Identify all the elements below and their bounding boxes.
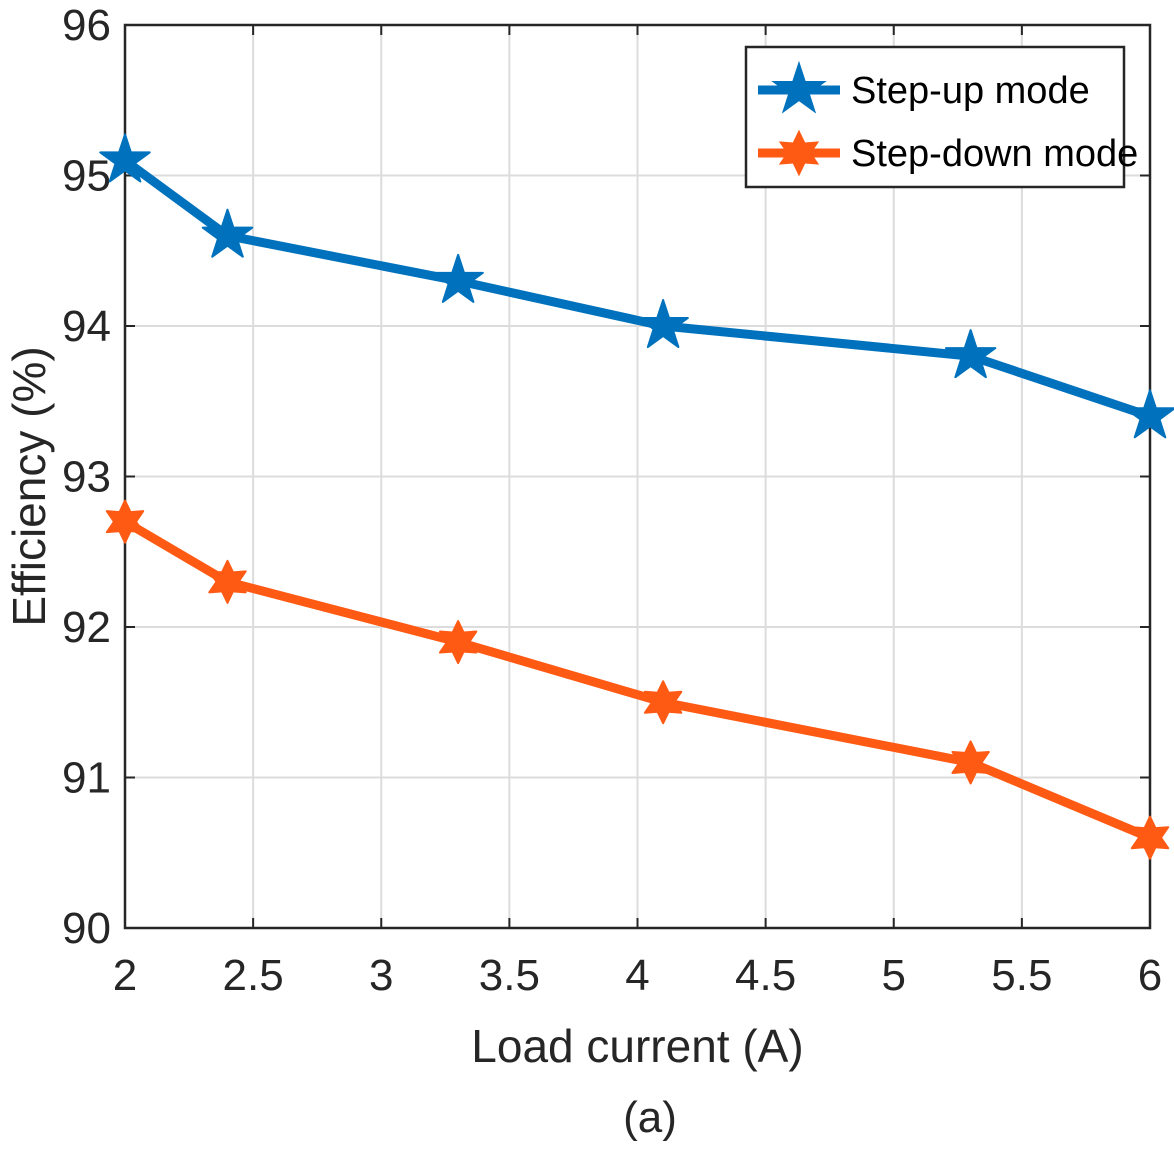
x-tick-label: 4 (625, 951, 649, 1000)
y-tick-label: 90 (62, 904, 111, 953)
data-point (1124, 389, 1174, 439)
x-tick-label: 3 (369, 951, 393, 1000)
x-axis-label: Load current (A) (471, 1020, 803, 1072)
data-point (944, 329, 997, 379)
x-tick-label: 4.5 (735, 951, 796, 1000)
legend-label: Step-up mode (851, 70, 1090, 112)
data-point (432, 253, 484, 303)
data-point (208, 559, 247, 604)
legend-marker (771, 60, 827, 114)
x-tick-label: 2.5 (223, 951, 284, 1000)
legend-entry: Step-down mode (758, 129, 1138, 177)
data-point (201, 208, 254, 258)
series-step-up-mode (99, 133, 1174, 439)
data-point (951, 740, 990, 785)
x-tick-label: 6 (1138, 951, 1162, 1000)
legend-marker (778, 129, 820, 177)
x-tick-label: 3.5 (479, 951, 540, 1000)
legend-label: Step-down mode (851, 133, 1138, 175)
y-tick-label: 92 (62, 603, 111, 652)
axis-ticks: 2 2.5 3 3.5 4 4.5 5 5.5 6 90 91 92 93 94 95 96 (62, 1, 1162, 1000)
figure-caption: (a) (623, 1093, 677, 1142)
x-tick-label: 5 (882, 951, 906, 1000)
data-point (643, 680, 683, 725)
data-point (99, 133, 151, 183)
data-point (637, 299, 689, 349)
y-tick-label: 94 (62, 302, 111, 351)
x-tick-label: 2 (113, 951, 137, 1000)
legend-entry: Step-up mode (758, 60, 1090, 114)
series-step-down-mode (105, 499, 1170, 860)
data-point (438, 620, 478, 665)
legend: Step-up mode Step-down mode (744, 45, 1138, 189)
data-point (1130, 815, 1170, 860)
y-axis-label: Efficiency (%) (3, 346, 55, 626)
data-point (105, 499, 145, 544)
y-tick-label: 96 (62, 1, 111, 50)
x-tick-label: 5.5 (991, 951, 1052, 1000)
y-tick-label: 91 (62, 754, 111, 803)
series-line (120, 155, 1155, 421)
data-series (99, 133, 1174, 860)
y-tick-label: 95 (62, 152, 111, 201)
y-tick-label: 93 (62, 453, 111, 502)
